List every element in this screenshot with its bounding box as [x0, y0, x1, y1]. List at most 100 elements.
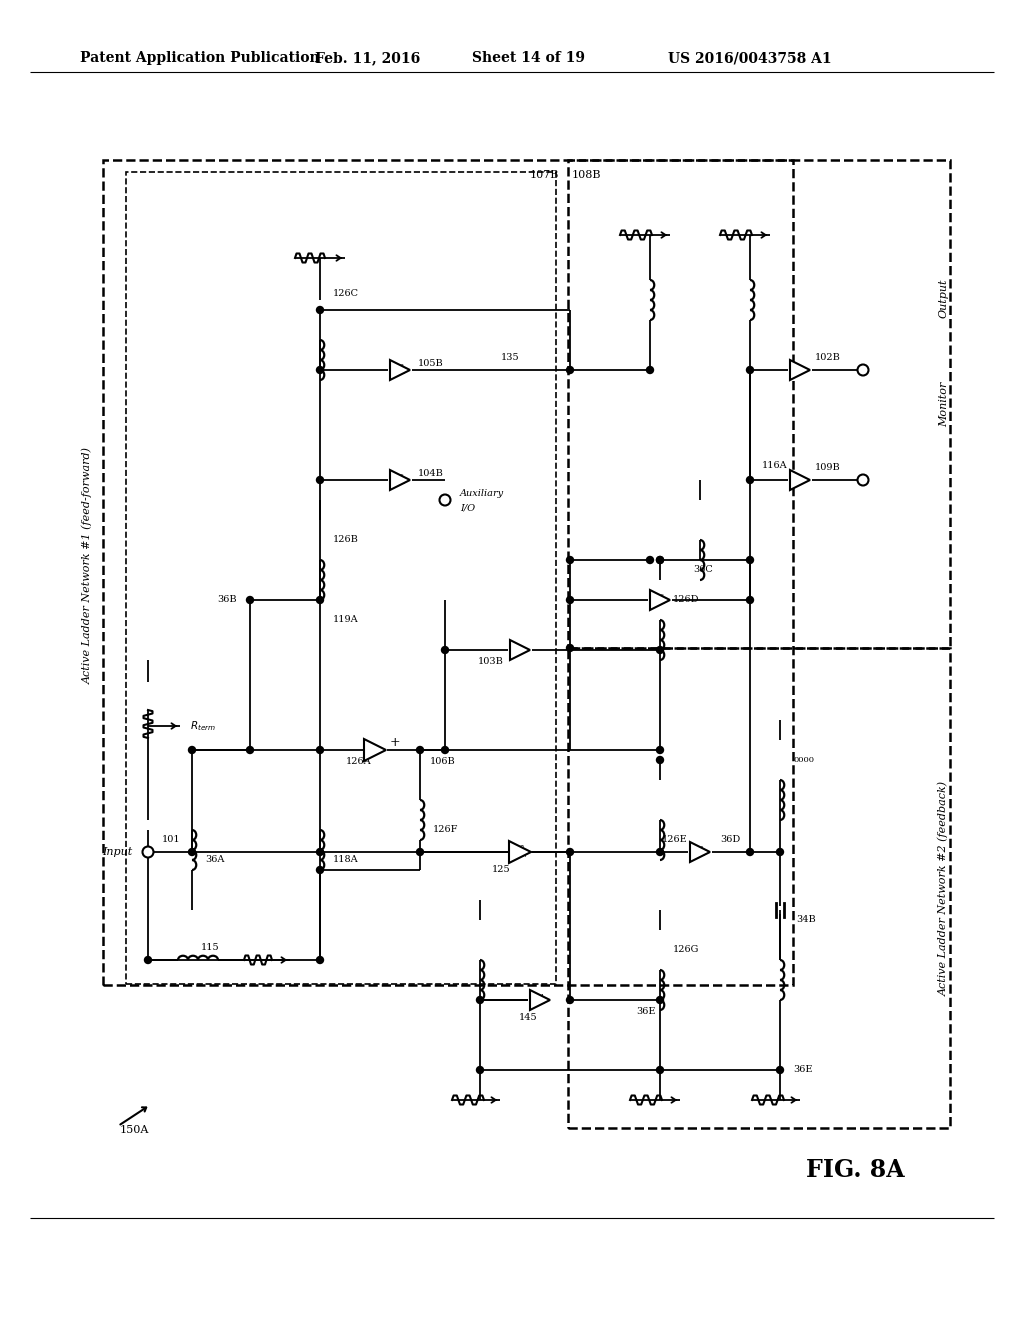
- Circle shape: [857, 474, 868, 486]
- Bar: [568, 648, 950, 1129]
- Text: 36E: 36E: [637, 1007, 656, 1016]
- Circle shape: [476, 1067, 483, 1073]
- Circle shape: [142, 846, 154, 858]
- Text: $g_m$: $g_m$: [794, 364, 807, 375]
- Text: 36A: 36A: [205, 855, 224, 865]
- Text: Sheet 14 of 19: Sheet 14 of 19: [471, 51, 585, 65]
- Circle shape: [656, 557, 664, 564]
- Text: $g_m^6$: $g_m^6$: [653, 593, 667, 607]
- Circle shape: [656, 1067, 664, 1073]
- Text: 126E: 126E: [663, 836, 688, 845]
- Circle shape: [746, 849, 754, 855]
- Bar: [126, 172, 556, 983]
- Text: 36D: 36D: [720, 836, 740, 845]
- Polygon shape: [390, 470, 410, 490]
- Circle shape: [316, 597, 324, 603]
- Text: 102B: 102B: [815, 354, 841, 363]
- Text: $g_m$: $g_m$: [794, 474, 807, 486]
- Text: Auxiliary: Auxiliary: [460, 490, 504, 499]
- Text: $g_m^4$: $g_m^4$: [534, 993, 547, 1007]
- Text: 106B: 106B: [430, 758, 456, 767]
- Circle shape: [316, 849, 324, 855]
- Circle shape: [316, 367, 324, 374]
- Text: 126G: 126G: [673, 945, 699, 954]
- Circle shape: [441, 647, 449, 653]
- Circle shape: [656, 557, 664, 564]
- Text: $g_m^2$: $g_m^2$: [393, 363, 407, 378]
- Text: $g_m$: $g_m$: [368, 744, 382, 756]
- Bar: [103, 160, 793, 985]
- Circle shape: [646, 367, 653, 374]
- Circle shape: [857, 364, 868, 375]
- Circle shape: [316, 957, 324, 964]
- Text: 126B: 126B: [333, 536, 358, 544]
- Circle shape: [656, 849, 664, 855]
- Circle shape: [566, 849, 573, 855]
- Circle shape: [316, 747, 324, 754]
- Text: 125: 125: [492, 866, 510, 874]
- Text: $g_m^1$: $g_m^1$: [693, 845, 707, 859]
- Polygon shape: [390, 360, 410, 380]
- Circle shape: [417, 849, 424, 855]
- Text: $R_{term}$: $R_{term}$: [190, 719, 216, 733]
- Circle shape: [316, 866, 324, 874]
- Text: 135: 135: [501, 354, 519, 363]
- Circle shape: [566, 597, 573, 603]
- Circle shape: [476, 997, 483, 1003]
- Circle shape: [746, 557, 754, 564]
- Text: 36E: 36E: [793, 1065, 812, 1074]
- Circle shape: [439, 495, 451, 506]
- Text: Output: Output: [939, 279, 949, 318]
- Circle shape: [656, 747, 664, 754]
- Text: Input: Input: [101, 847, 132, 857]
- Text: Feb. 11, 2016: Feb. 11, 2016: [315, 51, 421, 65]
- Polygon shape: [650, 590, 670, 610]
- Circle shape: [646, 557, 653, 564]
- Circle shape: [746, 477, 754, 483]
- Text: 150A: 150A: [120, 1125, 150, 1135]
- Text: 126A: 126A: [346, 758, 372, 767]
- Text: 109B: 109B: [815, 463, 841, 473]
- Text: $g_m$: $g_m$: [513, 644, 526, 656]
- Circle shape: [776, 849, 783, 855]
- Text: 118A: 118A: [333, 855, 358, 865]
- Circle shape: [247, 747, 254, 754]
- Circle shape: [247, 597, 254, 603]
- Text: Active Ladder Network #1 (feed-forward): Active Ladder Network #1 (feed-forward): [83, 446, 93, 684]
- Text: 108B: 108B: [572, 170, 601, 180]
- Polygon shape: [510, 640, 530, 660]
- Text: 145: 145: [519, 1014, 538, 1023]
- Circle shape: [566, 997, 573, 1003]
- Text: 103B: 103B: [478, 657, 504, 667]
- Text: 126C: 126C: [333, 289, 359, 298]
- Circle shape: [746, 367, 754, 374]
- Text: 36B: 36B: [217, 595, 237, 605]
- Text: US 2016/0043758 A1: US 2016/0043758 A1: [669, 51, 831, 65]
- Text: 115: 115: [201, 944, 219, 953]
- Circle shape: [566, 367, 573, 374]
- Text: 126D: 126D: [673, 595, 699, 605]
- Circle shape: [656, 997, 664, 1003]
- Polygon shape: [530, 990, 550, 1010]
- Text: I/O: I/O: [460, 503, 475, 512]
- Polygon shape: [690, 842, 710, 862]
- Circle shape: [776, 1067, 783, 1073]
- Text: $g_m^5$: $g_m^5$: [393, 473, 407, 487]
- Polygon shape: [790, 470, 810, 490]
- Circle shape: [417, 747, 424, 754]
- Text: 0000: 0000: [793, 756, 814, 764]
- Text: 119A: 119A: [333, 615, 358, 624]
- Text: Patent Application Publication: Patent Application Publication: [80, 51, 319, 65]
- Polygon shape: [364, 739, 386, 762]
- Circle shape: [746, 597, 754, 603]
- Circle shape: [144, 957, 152, 964]
- Text: 105B: 105B: [418, 359, 443, 368]
- Text: 101: 101: [162, 836, 180, 845]
- Circle shape: [566, 644, 573, 652]
- Circle shape: [188, 849, 196, 855]
- Text: +: +: [390, 737, 400, 750]
- Bar: [568, 160, 950, 648]
- Text: FIG. 8A: FIG. 8A: [806, 1158, 904, 1181]
- Text: 36C: 36C: [693, 565, 713, 574]
- Text: 126F: 126F: [433, 825, 459, 834]
